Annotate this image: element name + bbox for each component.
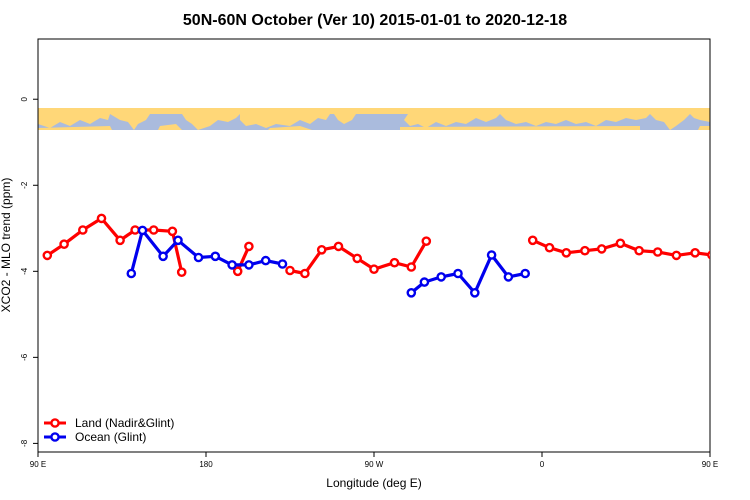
series-land-point [671,250,682,261]
series-land-point [596,244,607,254]
y-tick-label: -6 [20,353,29,361]
series-land-point [176,267,187,278]
map-land-band-top [38,108,710,114]
chart-title: 50N-60N October (Ver 10) 2015-01-01 to 2… [183,12,567,29]
series-land-point [707,250,710,260]
series-layer [42,213,750,298]
series-land-point [744,226,750,233]
series-land-point [115,235,125,246]
series-land-point [634,245,644,256]
legend: Land (Nadir&Glint) Ocean (Glint) [44,416,174,444]
legend-marker-ocean [50,432,60,442]
legend-marker-land [50,418,60,428]
series-land-point [580,245,590,256]
series-ocean-line [129,228,283,274]
series-land-point [369,264,379,275]
series-land-point [167,226,178,237]
y-axis: 0 -2 -4 -6 -8 [20,96,38,447]
series-ocean-point [260,255,271,266]
x-tick-label: 90 W [365,460,384,469]
series-land-point [406,262,417,272]
series-land-point [544,242,555,253]
series-ocean-point [469,287,480,298]
series-ocean-point [277,259,288,269]
x-tick-label: 90 E [30,460,46,469]
series-land-point [42,250,53,261]
x-axis-label: Longitude (deg E) [326,476,421,490]
series-land-point [561,247,572,258]
series-land-point [725,242,732,249]
series-ocean-point [227,260,237,270]
y-axis-label: XCO2 - MLO trend (ppm) [0,178,13,313]
series-ocean-point [406,287,417,298]
series-land-point [421,236,432,246]
series-ocean-point [486,250,497,260]
series-land-point [148,225,159,235]
series-land-point [690,247,700,258]
x-tick-label: 180 [199,460,213,469]
y-tick-label: 0 [20,96,29,101]
series-ocean-point [520,268,531,279]
x-tick-label: 0 [540,460,545,469]
series-land-line [532,238,710,257]
series-land-point [244,241,254,252]
legend-label-ocean: Ocean (Glint) [75,430,146,444]
series-land-point [78,225,88,235]
y-tick-label: -4 [20,267,29,275]
series-ocean-point [158,251,168,262]
series-ocean-point [419,277,430,287]
series-ocean-point [244,260,254,270]
series-ocean-point [436,272,447,282]
y-tick-label: -2 [20,181,29,189]
series-land-point [615,238,626,249]
map-land-masses [38,114,710,130]
x-tick-label: 90 E [702,460,718,469]
series-land-point [352,253,363,264]
series-land-point [232,266,243,277]
series-ocean-point [210,251,221,262]
series-ocean-point [503,272,514,282]
series-land-point [333,241,344,252]
series-land-point [285,265,295,276]
y-tick-label: -8 [20,439,29,447]
series-ocean-point [193,252,204,263]
series-ocean-point [137,225,148,236]
series-ocean-point [126,268,137,279]
series-land-point [316,244,327,255]
series-land-point [389,257,400,268]
series-land-point [130,225,140,235]
series-ocean-point [173,235,183,246]
series-land-point [652,247,663,257]
series-land-point [59,239,69,249]
series-land-point [96,213,107,224]
x-axis: 90 E 180 90 W 0 90 E [30,452,718,469]
legend-label-land: Land (Nadir&Glint) [75,416,174,430]
series-land-point [527,235,538,246]
series-ocean-point [453,268,463,279]
world-map-strip [38,108,710,130]
series-land-point [300,268,310,279]
